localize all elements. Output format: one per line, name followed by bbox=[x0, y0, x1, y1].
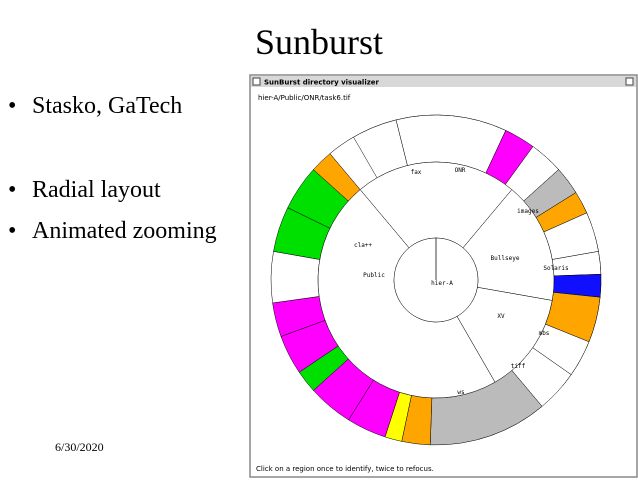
bullet: Radial layout bbox=[32, 177, 161, 203]
node-label: hier-A bbox=[431, 280, 453, 287]
title-bar bbox=[251, 76, 636, 87]
sunburst-segment[interactable] bbox=[393, 237, 479, 323]
slide-date: 6/30/2020 bbox=[55, 440, 104, 454]
node-label: images bbox=[517, 208, 539, 215]
node-label: mbs bbox=[539, 330, 550, 337]
zoom-button[interactable] bbox=[625, 77, 634, 86]
bullet: Stasko, GaTech bbox=[32, 93, 182, 119]
status-text: Click on a region once to identify, twic… bbox=[256, 465, 434, 473]
node-label: cla++ bbox=[354, 242, 372, 249]
bullet-dot: • bbox=[8, 218, 16, 244]
node-label: Public bbox=[363, 272, 385, 279]
sunburst-labels: hier-A Public Bullseye XV fax ONR cla++ … bbox=[354, 167, 569, 396]
node-label: ONR bbox=[455, 167, 466, 174]
node-label: ws bbox=[457, 389, 465, 396]
path-label: hier-A/Public/ONR/task6.tif bbox=[258, 94, 351, 102]
app-window: SunBurst directory visualizer hier-A/Pub… bbox=[249, 74, 638, 478]
node-label: XV bbox=[497, 313, 505, 320]
window-title: SunBurst directory visualizer bbox=[264, 79, 380, 87]
bullet: Animated zooming bbox=[32, 218, 217, 244]
sunburst[interactable] bbox=[270, 114, 602, 446]
bullet-dot: • bbox=[8, 93, 16, 119]
slide-title: Sunburst bbox=[255, 22, 383, 62]
sunburst-segment[interactable] bbox=[270, 251, 321, 304]
node-label: Solaris bbox=[543, 265, 569, 272]
node-label: tiff bbox=[511, 363, 526, 370]
node-label: Bullseye bbox=[491, 255, 520, 262]
bullet-dot: • bbox=[8, 177, 16, 203]
close-button[interactable] bbox=[252, 77, 261, 86]
node-label: fax bbox=[411, 169, 422, 176]
